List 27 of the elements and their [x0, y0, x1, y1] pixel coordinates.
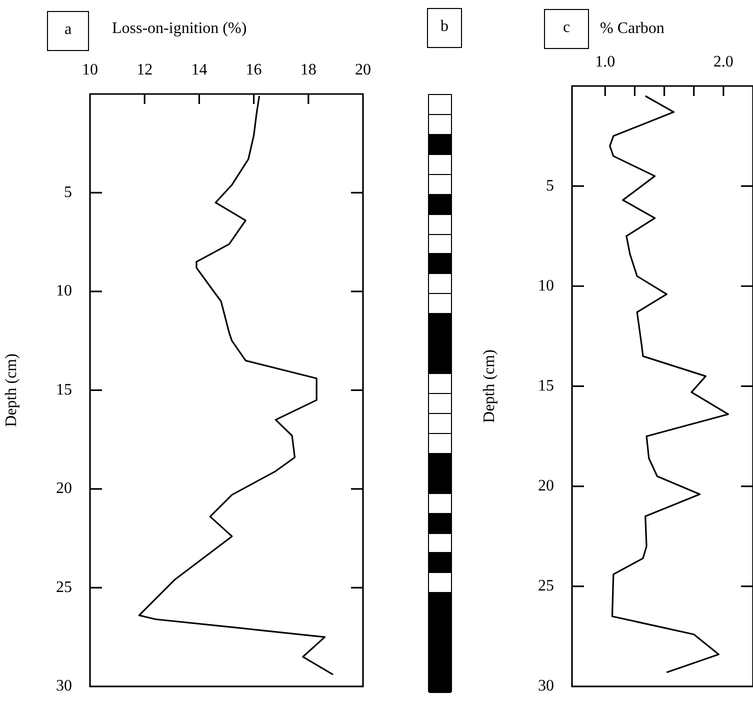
y-tick-label: 20 [56, 480, 72, 498]
y-tick-label: 25 [56, 578, 72, 596]
x-tick-label: 14 [191, 62, 208, 79]
y-tick-label: 20 [538, 477, 554, 494]
x-tick-label: 16 [246, 62, 262, 79]
y-tick-label: 15 [538, 377, 554, 394]
chart-title: c [544, 9, 589, 49]
y-tick-label: 30 [538, 678, 554, 695]
text: b [427, 8, 462, 48]
y-tick-label: 30 [56, 678, 72, 695]
y-tick-label: 25 [538, 578, 554, 595]
x-axis-title: % Carbon [600, 20, 664, 38]
x-tick-label: 12 [136, 62, 153, 79]
x-tick-label: 18 [300, 62, 316, 79]
x-tick-label: 20 [355, 62, 371, 79]
y-tick-label: 5 [546, 177, 554, 194]
y-tick-label: 10 [56, 282, 72, 300]
x-tick-label: 2.0 [713, 54, 734, 71]
chart-title: a [47, 11, 89, 51]
y-tick-label: 10 [538, 277, 554, 294]
x-tick-label: 10 [82, 62, 98, 79]
y-tick-label: 15 [56, 381, 72, 398]
y-tick-label: 5 [64, 184, 72, 201]
y-axis-title: Depth (cm) [480, 350, 498, 423]
x-axis-title: Loss-on-ignition (%) [112, 20, 247, 38]
x-tick-label: 1.0 [595, 54, 616, 71]
y-axis-title: Depth (cm) [2, 354, 20, 427]
